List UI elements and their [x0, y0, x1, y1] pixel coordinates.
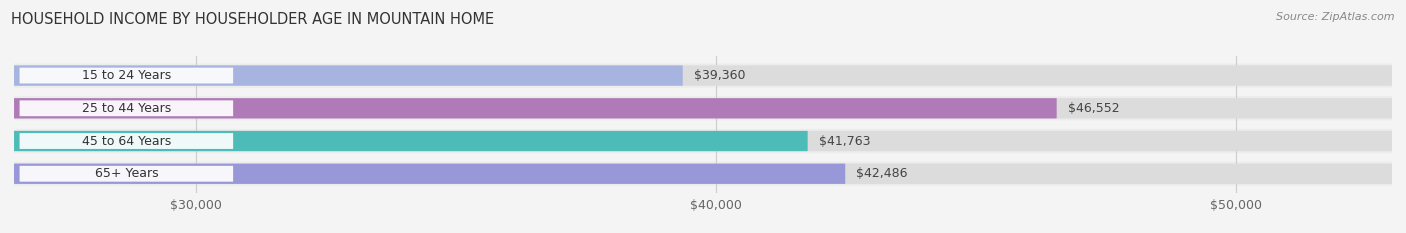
FancyBboxPatch shape: [14, 96, 1392, 120]
FancyBboxPatch shape: [14, 164, 1392, 184]
Text: 65+ Years: 65+ Years: [94, 167, 157, 180]
FancyBboxPatch shape: [14, 63, 1392, 88]
Text: $41,763: $41,763: [818, 134, 870, 147]
FancyBboxPatch shape: [14, 65, 1392, 86]
Text: $42,486: $42,486: [856, 167, 908, 180]
FancyBboxPatch shape: [20, 166, 233, 182]
Text: Source: ZipAtlas.com: Source: ZipAtlas.com: [1277, 12, 1395, 22]
FancyBboxPatch shape: [14, 162, 1392, 186]
FancyBboxPatch shape: [20, 100, 233, 116]
Text: 25 to 44 Years: 25 to 44 Years: [82, 102, 172, 115]
Text: $39,360: $39,360: [693, 69, 745, 82]
FancyBboxPatch shape: [14, 65, 683, 86]
Text: HOUSEHOLD INCOME BY HOUSEHOLDER AGE IN MOUNTAIN HOME: HOUSEHOLD INCOME BY HOUSEHOLDER AGE IN M…: [11, 12, 495, 27]
FancyBboxPatch shape: [20, 68, 233, 83]
FancyBboxPatch shape: [14, 131, 1392, 151]
FancyBboxPatch shape: [20, 133, 233, 149]
FancyBboxPatch shape: [14, 164, 845, 184]
FancyBboxPatch shape: [14, 98, 1057, 118]
FancyBboxPatch shape: [14, 98, 1392, 118]
FancyBboxPatch shape: [14, 131, 807, 151]
FancyBboxPatch shape: [14, 129, 1392, 153]
Text: $46,552: $46,552: [1067, 102, 1119, 115]
Text: 45 to 64 Years: 45 to 64 Years: [82, 134, 172, 147]
Text: 15 to 24 Years: 15 to 24 Years: [82, 69, 172, 82]
